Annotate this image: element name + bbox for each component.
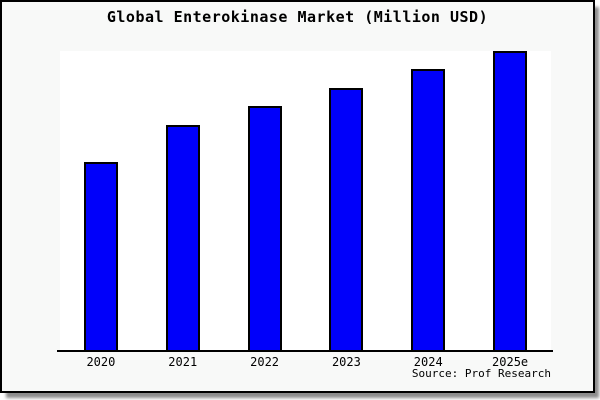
bar-2021: [165, 125, 200, 351]
bar-2022: [247, 106, 282, 351]
source-attribution: Source: Prof Research: [411, 367, 551, 380]
x-tick-label-2021: 2021: [168, 355, 198, 369]
bar-2020: [83, 162, 118, 351]
x-tick-label-2024: 2024: [413, 355, 443, 369]
x-axis-line: [57, 350, 553, 352]
chart-card: Global Enterokinase Market (Million USD)…: [0, 0, 595, 393]
x-tick-label-2022: 2022: [250, 355, 280, 369]
bar-2025e: [493, 51, 528, 351]
x-tick-label-2025e: 2025e: [492, 355, 529, 369]
plot-area: [60, 51, 551, 351]
x-tick-label-2020: 2020: [86, 355, 116, 369]
chart-title: Global Enterokinase Market (Million USD): [106, 8, 489, 26]
bar-2023: [329, 88, 364, 351]
x-tick-label-2023: 2023: [331, 355, 361, 369]
bar-2024: [411, 69, 446, 351]
